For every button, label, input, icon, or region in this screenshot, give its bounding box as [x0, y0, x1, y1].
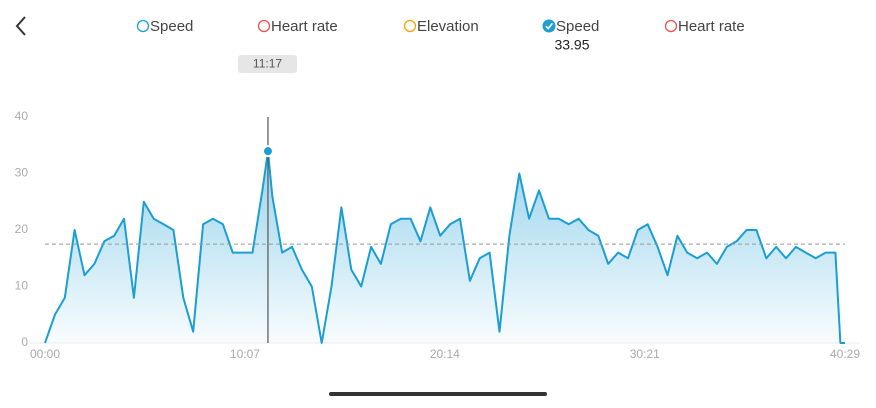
y-tick-label: 10 [15, 279, 29, 293]
area-fill [45, 151, 845, 343]
cursor-point [261, 145, 274, 158]
toggle-label[interactable]: Heart rate [678, 18, 745, 35]
speed-line [44, 150, 845, 344]
cursor-tooltip [238, 55, 297, 73]
x-tick-label: 40:29 [830, 347, 860, 361]
y-tick-label: 0 [21, 335, 28, 349]
toggle-label[interactable]: Speed [556, 18, 599, 35]
x-tick-label: 10:07 [230, 347, 260, 361]
toggle-icon[interactable] [664, 19, 678, 33]
back-button[interactable] [15, 16, 26, 36]
toggle-icon-checked[interactable] [542, 19, 556, 33]
y-tick-label: 40 [15, 109, 29, 123]
x-tick-label: 30:21 [630, 347, 660, 361]
x-tick-label: 20:14 [430, 347, 460, 361]
home-indicator [329, 392, 547, 396]
toggle-label[interactable]: Speed [150, 18, 193, 35]
selected-value: 33.95 [554, 37, 589, 53]
cursor-label: 11:17 [253, 57, 282, 71]
y-tick-label: 30 [15, 166, 29, 180]
toggle-label[interactable]: Heart rate [271, 18, 338, 35]
toggle-icon[interactable] [403, 19, 417, 33]
toggle-icon[interactable] [257, 19, 271, 33]
y-tick-label: 20 [15, 222, 29, 236]
toggle-label[interactable]: Elevation [417, 18, 479, 35]
check-mark [545, 22, 554, 30]
toggle-icon[interactable] [136, 19, 150, 33]
x-tick-label: 00:00 [30, 347, 60, 361]
